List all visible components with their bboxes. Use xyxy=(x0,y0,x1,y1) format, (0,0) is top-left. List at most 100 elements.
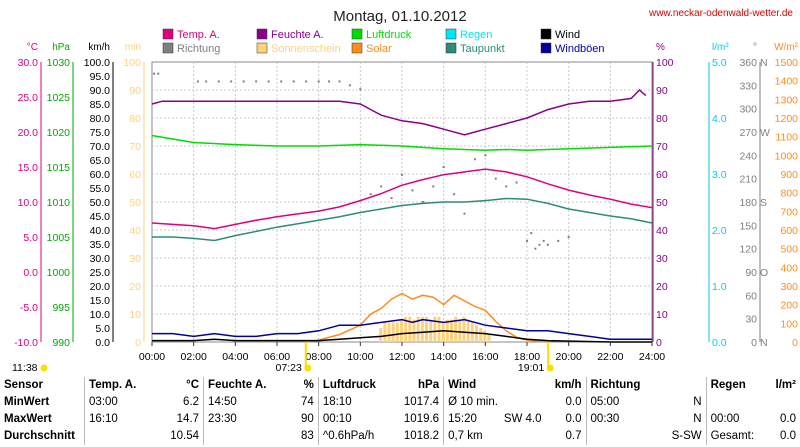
axis-unit: ° xyxy=(753,42,757,53)
sunshine-bar xyxy=(420,316,424,342)
direction-point xyxy=(328,80,331,83)
axis-tick-label: 1000 xyxy=(47,267,71,279)
legend-label: Feuchte A. xyxy=(271,29,324,41)
axis-tick-label: 1200 xyxy=(775,113,799,125)
sunshine-bar xyxy=(404,316,408,342)
axis-tick-label: 15.0 xyxy=(90,295,111,307)
direction-point xyxy=(567,236,570,238)
x-tick-label: 14:00 xyxy=(431,351,457,363)
axis-tick-label: -10.0 xyxy=(14,337,38,349)
axis-tick-label: 1010 xyxy=(47,197,71,209)
sun-icon xyxy=(304,364,312,372)
axis-tick-label: 40.0 xyxy=(90,225,111,237)
sunshine-bar xyxy=(379,328,383,342)
stats-row-avg: Durchschnitt 10.54 83 ^0.6hPa/h 1018.2 0… xyxy=(0,428,800,445)
x-tick-label: 00:00 xyxy=(139,351,165,363)
axis-tick-label: 10 xyxy=(129,309,141,321)
temp-time: 16:10 xyxy=(84,411,157,428)
rain-value: 0.0 xyxy=(780,413,796,425)
direction-point xyxy=(473,158,476,161)
legend-swatch xyxy=(162,42,174,54)
hdr-press: Luftdruck xyxy=(317,377,391,394)
series-luftdruck xyxy=(151,134,653,151)
direction-point xyxy=(542,239,545,242)
hum-value: 90 xyxy=(301,413,314,425)
temp-value: 14.7 xyxy=(176,413,200,425)
direction-point xyxy=(205,80,208,83)
direction-label: O xyxy=(760,267,768,279)
direction-point xyxy=(348,84,351,87)
direction-point xyxy=(380,185,383,188)
series-feuchte-a xyxy=(151,88,647,136)
axis-tick-label: 100 xyxy=(780,318,798,330)
press-value: 1019.6 xyxy=(403,413,440,425)
wind-time: Ø 10 min. xyxy=(443,394,546,411)
hum-value: 74 xyxy=(301,396,314,408)
hum-value: 83 xyxy=(301,430,314,442)
axis-tick-label: 60.0 xyxy=(90,169,111,181)
axis-tick-label: 180 xyxy=(739,197,757,209)
direction-point xyxy=(317,80,320,83)
wind-value: 0.7 xyxy=(565,430,582,442)
axis-tick-label: 300 xyxy=(739,104,757,116)
axis-tick-label: 4.0 xyxy=(712,113,727,125)
temp-value: 10.54 xyxy=(170,430,200,442)
axis-tick-label: 100 xyxy=(123,57,141,69)
axis-tick-label: 40 xyxy=(129,225,141,237)
axis-tick-label: 85.0 xyxy=(90,99,111,111)
legend-swatch xyxy=(351,28,363,40)
axis-unit: hPa xyxy=(52,42,70,53)
sunrise-label: 07:23 xyxy=(276,362,302,374)
legend-swatch xyxy=(256,42,268,54)
direction-point xyxy=(530,232,533,235)
sunshine-bar xyxy=(425,316,428,342)
wind-gust: SW 4.0 xyxy=(503,413,542,425)
sunshine-bar xyxy=(383,322,387,342)
series-taupunkt xyxy=(152,197,653,242)
axis-unit: W/m² xyxy=(774,42,799,53)
hum-time xyxy=(203,428,285,445)
axis-tick-label: 3.0 xyxy=(712,169,727,181)
direction-point xyxy=(196,80,199,83)
x-tick-label: 06:00 xyxy=(264,351,290,363)
axis-tick-label: 10.0 xyxy=(18,197,39,209)
direction-point xyxy=(267,80,270,83)
sunshine-bar xyxy=(487,333,491,342)
axis-tick-label: 270 xyxy=(739,127,757,139)
axis-tick-label: 10 xyxy=(656,309,668,321)
axis-tick-label: 995 xyxy=(52,302,70,314)
x-tick-label: 04:00 xyxy=(222,351,248,363)
axis-tick-label: 30.0 xyxy=(18,57,39,69)
wind-time: 15:20 xyxy=(443,411,500,428)
axis-tick-label: 10.0 xyxy=(90,309,111,321)
direction-point xyxy=(557,239,560,242)
axis-tick-label: 65.0 xyxy=(90,155,111,167)
dir-time xyxy=(585,428,654,445)
axis-tick-label: 60 xyxy=(129,169,141,181)
axis-tick-label: 90 xyxy=(129,85,141,97)
direction-point xyxy=(230,80,233,83)
sunshine-bar xyxy=(458,319,462,342)
axis-tick-label: 20.0 xyxy=(18,127,39,139)
axis-tick-label: 30 xyxy=(129,253,141,265)
direction-point xyxy=(153,72,156,75)
axis-tick-label: 80 xyxy=(129,113,141,125)
x-axis: 00:00 02:00 04:00 06:00 08:00 10:00 12:00 14:00… xyxy=(12,342,665,374)
moonrise-label: 11:38 xyxy=(12,362,38,374)
axis-tick-label: 30.0 xyxy=(90,253,111,265)
axis-tick-label: 360 xyxy=(739,57,757,69)
axis-tick-label: 60 xyxy=(745,290,757,302)
hdr-sensor: Sensor xyxy=(4,379,43,391)
direction-point xyxy=(242,80,245,83)
chart-title: Montag, 01.10.2012 xyxy=(333,8,466,25)
sunshine-bar xyxy=(387,322,391,342)
legend: Temp. A. Feuchte A. Luftdruck Regen Wind Rich… xyxy=(162,28,605,55)
x-tick-label: 18:00 xyxy=(514,351,540,363)
axis-unit: km/h xyxy=(88,42,110,53)
site-link[interactable]: www.neckar-odenwald-wetter.de xyxy=(648,8,793,19)
axis-tick-label: 20 xyxy=(656,281,668,293)
axis-tick-label: 80 xyxy=(656,113,668,125)
axis-tick-label: 45.0 xyxy=(90,211,111,223)
axis-tick-label: 900 xyxy=(780,169,798,181)
axis-tick-label: 2.0 xyxy=(712,225,727,237)
